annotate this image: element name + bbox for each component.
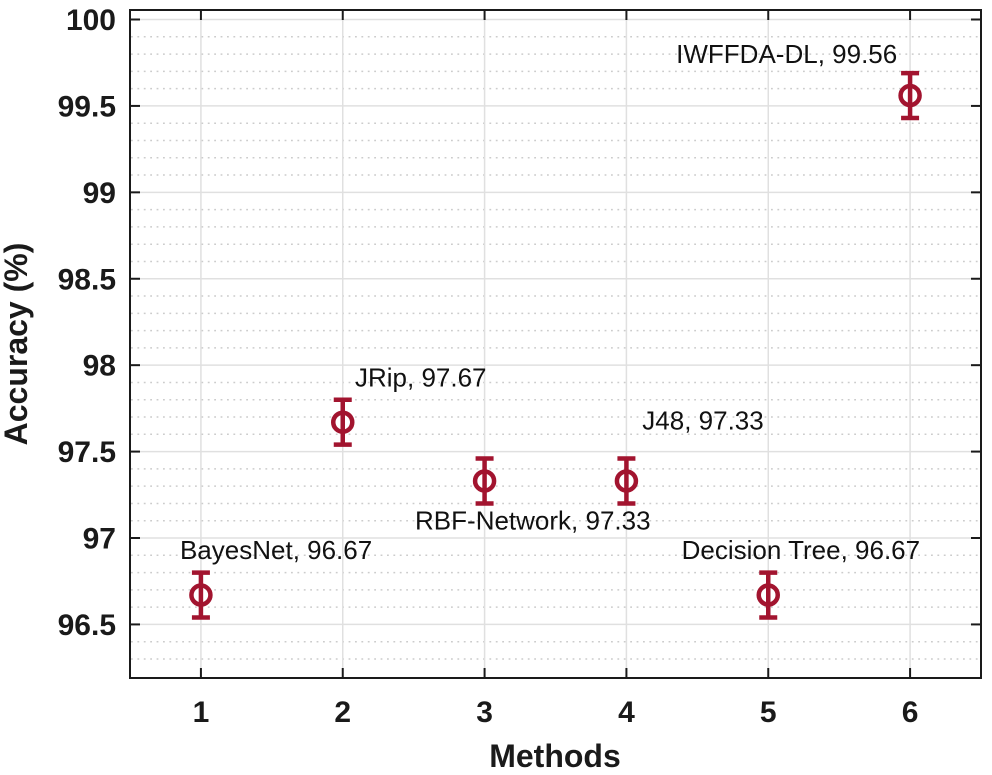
y-tick-label: 99	[83, 177, 116, 210]
point-annotation: JRip, 97.67	[355, 362, 487, 392]
y-tick-label: 100	[66, 4, 116, 37]
data-point	[614, 456, 639, 506]
x-tick-label: 3	[476, 696, 493, 729]
x-tick-label: 2	[334, 696, 351, 729]
x-tick-label: 6	[902, 696, 919, 729]
point-annotation: RBF-Network, 97.33	[415, 506, 651, 536]
annotation-layer: BayesNet, 96.67 JRip, 97.67 RBF-Network, 9…	[180, 39, 920, 565]
point-annotation: BayesNet, 96.67	[180, 535, 372, 565]
data-layer	[189, 70, 922, 620]
y-tick-label: 97	[83, 523, 116, 556]
data-point	[189, 570, 213, 620]
y-tick-label: 96.5	[58, 609, 116, 642]
data-point	[472, 456, 497, 506]
data-point	[756, 570, 780, 620]
grid-layer	[131, 11, 980, 677]
y-tick-label: 97.5	[58, 436, 116, 469]
y-tick-label: 98	[83, 350, 116, 383]
y-tick-label: 98.5	[58, 263, 116, 296]
data-point	[898, 70, 922, 121]
x-axis-label: Methods	[489, 738, 621, 774]
y-axis-label: Accuracy (%)	[0, 243, 34, 446]
point-annotation: IWFFDA-DL, 99.56	[676, 39, 897, 69]
point-annotation: J48, 97.33	[642, 405, 763, 435]
x-tick-label: 4	[618, 696, 635, 729]
x-tick-label: 1	[193, 696, 210, 729]
y-tick-label: 99.5	[58, 90, 116, 123]
data-point	[331, 397, 355, 447]
point-annotation: Decision Tree, 96.67	[682, 535, 920, 565]
axes-layer: 96.5 97 97.5 98 98.5 99 99.5 100 1 2 3 4 5 6	[58, 4, 982, 729]
x-tick-label: 5	[760, 696, 777, 729]
plot-box	[129, 9, 982, 679]
